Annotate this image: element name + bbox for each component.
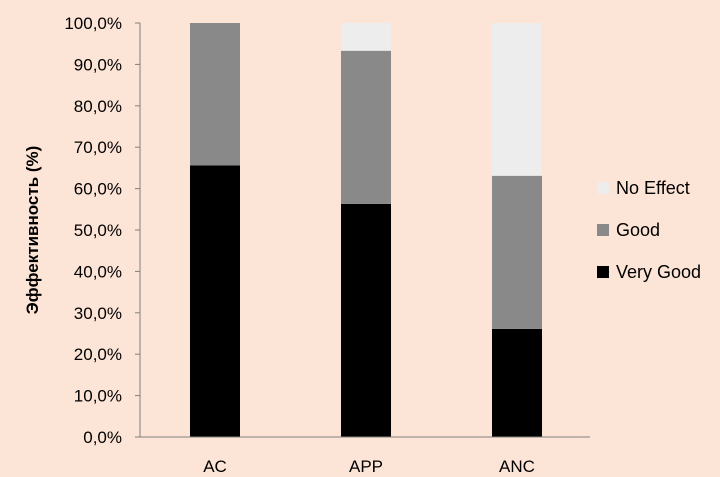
bar-anc-very-good [492,328,542,437]
legend-label-good: Good [616,220,660,240]
y-tick-label: 70,0% [74,138,122,157]
bar-ac-very-good [190,165,240,437]
y-tick-label: 100,0% [64,14,122,33]
x-axis-labels: AC APP ANC [203,457,535,476]
x-tick-label: ANC [499,457,535,476]
legend-label-very-good: Very Good [616,262,701,282]
y-tick-label: 30,0% [74,304,122,323]
y-tick-label: 60,0% [74,180,122,199]
y-tick-label: 40,0% [74,262,122,281]
y-axis-title: Эффективность (%) [23,146,42,315]
legend: No Effect Good Very Good [597,178,701,282]
bar-app-good [341,50,391,204]
legend-swatch-no-effect [597,182,609,194]
bars [190,23,542,437]
y-tick-label: 0,0% [83,428,122,447]
y-tick-label: 10,0% [74,387,122,406]
y-tick-label: 80,0% [74,97,122,116]
bar-app-very-good [341,203,391,437]
bar-app-no-effect [341,23,391,51]
y-axis-ticks: 0,0% 10,0% 20,0% 30,0% 40,0% 50,0% 60,0% 70,0% 8… [64,14,140,447]
legend-swatch-good [597,224,609,236]
bar-anc-no-effect [492,23,542,176]
bar-ac-good [190,23,240,166]
y-tick-label: 90,0% [74,55,122,74]
y-tick-label: 20,0% [74,345,122,364]
x-tick-label: AC [203,457,227,476]
bar-anc-good [492,175,542,329]
y-tick-label: 50,0% [74,221,122,240]
legend-label-no-effect: No Effect [616,178,690,198]
legend-swatch-very-good [597,266,609,278]
x-tick-label: APP [349,457,383,476]
